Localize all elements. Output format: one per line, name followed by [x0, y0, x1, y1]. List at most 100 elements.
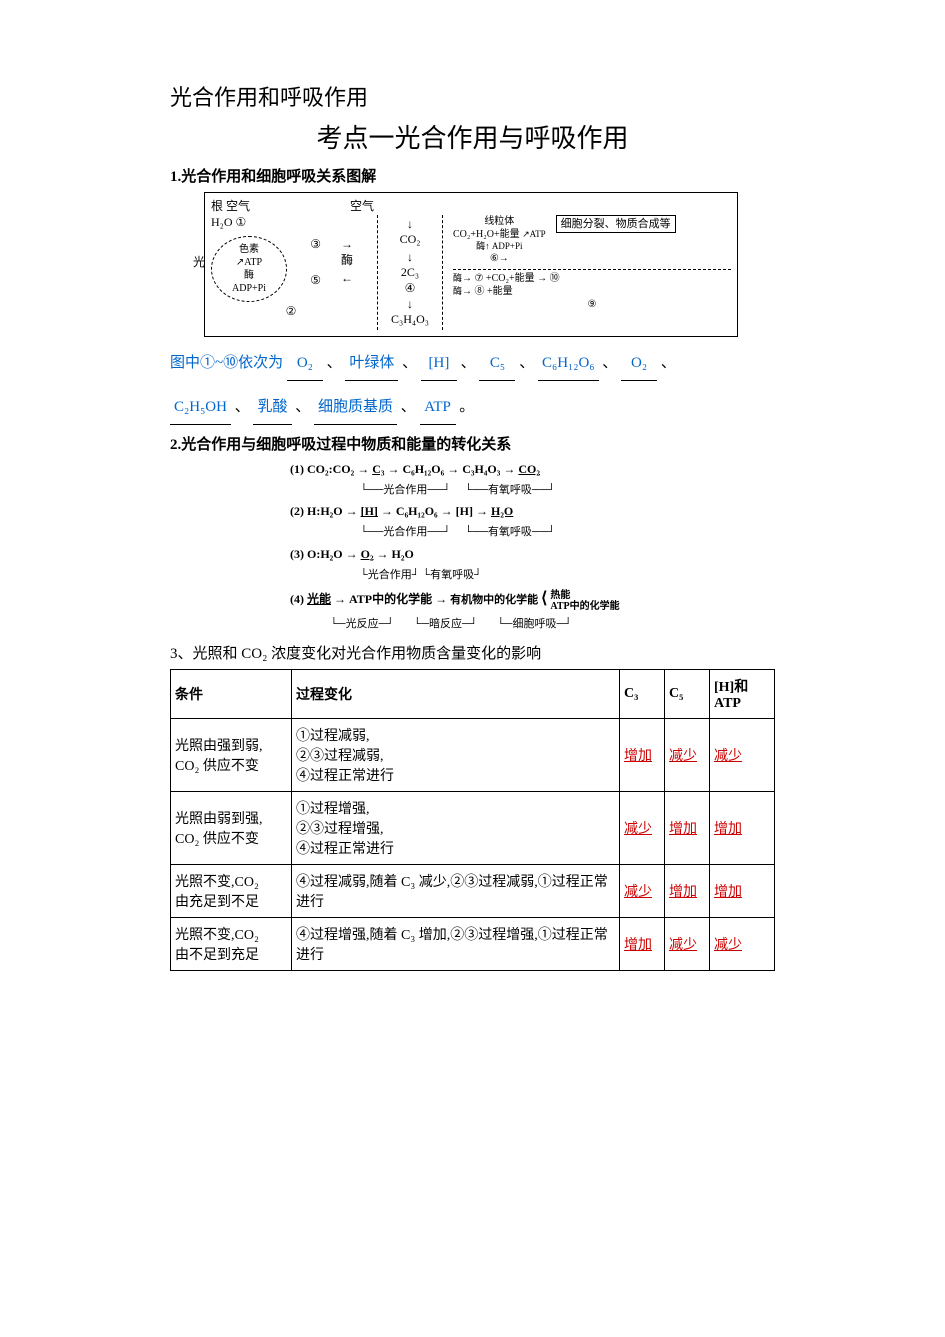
th-cond: 条件: [171, 670, 292, 719]
th-c5: C₅: [665, 670, 710, 719]
d1-pigment: 色素: [214, 243, 284, 256]
th-proc: 过程变化: [292, 670, 620, 719]
d1-adp2: ADP+Pi: [492, 241, 523, 251]
d2-r1-label: (1) CO₂:CO₂: [290, 462, 354, 476]
cell-cond: 光照由强到弱, CO₂ 供应不变: [171, 719, 292, 792]
d2-r1d: CO₂: [518, 462, 540, 476]
d2-r3-left: 光合作用: [368, 569, 412, 581]
cell-proc: ④过程增强,随着 C₃ 增加,②③过程增强,①过程正常进行: [292, 918, 620, 971]
section2-heading: 2.光合作用与细胞呼吸过程中物质和能量的转化关系: [170, 433, 775, 454]
d2-r2-label: (2) H:H₂O: [290, 504, 343, 518]
cell-h: 减少: [714, 938, 742, 953]
cell-c3: 减少: [624, 885, 652, 900]
d1-light: 光: [193, 255, 205, 271]
diagram1-box: 根 空气 空气 H₂O ① 色素 ↗ATP 酶 ADP+Pi 光 ③ → 酶 ⑤…: [204, 192, 738, 337]
d2-r4b: ATP中的化学能: [349, 592, 432, 606]
d2-r4l1: 光反应: [346, 618, 379, 630]
ans-3: [H]: [421, 347, 457, 381]
d2-r3-label: (3) O:H₂O: [290, 547, 343, 561]
d2-r2c: [H]: [456, 504, 473, 518]
ans-10: ATP: [420, 391, 456, 425]
d2-r2b: C₆H₁₂O₆: [396, 504, 438, 518]
d2-r4l3: 细胞呼吸: [512, 618, 556, 630]
d1-c2: ②: [211, 304, 371, 320]
table-row: 光照不变,CO₂ 由充足到不足 ④过程减弱,随着 C₃ 减少,②③过程减弱,①过…: [171, 865, 775, 918]
cell-proc: ①过程增强, ②③过程增强, ④过程正常进行: [292, 792, 620, 865]
d2-r2-right: 有氧呼吸: [488, 526, 532, 538]
d2-r4-label: (4): [290, 592, 304, 606]
ans-9: 细胞质基质: [314, 391, 397, 425]
ans-1: O₂: [287, 347, 323, 381]
d1-energy: +能量: [487, 286, 513, 297]
table-row: 光照由强到弱, CO₂ 供应不变 ①过程减弱, ②③过程减弱, ④过程正常进行 …: [171, 719, 775, 792]
ans-5: C₆H₁₂O₆: [538, 347, 599, 381]
d2-r1a: C₃: [372, 462, 384, 476]
cell-c5: 减少: [669, 749, 697, 764]
d2-r2-left: 光合作用: [383, 526, 427, 538]
d1-co2h2o: CO₂+H₂O+能量: [453, 229, 520, 240]
d2-r4d2: ATP中的化学能: [550, 601, 619, 612]
d2-r3-right: 有氧呼吸: [430, 569, 474, 581]
effects-table: 条件 过程变化 C₃ C₅ [H]和ATP 光照由强到弱, CO₂ 供应不变 ①…: [170, 669, 775, 971]
th-h: [H]和ATP: [710, 670, 775, 719]
d1-co2: CO₂: [380, 232, 440, 248]
d1-adp: ADP+Pi: [214, 282, 284, 295]
cell-h: 增加: [714, 822, 742, 837]
cell-c5: 增加: [669, 885, 697, 900]
d1-top-mid: 空气: [350, 199, 374, 215]
d2-r4d1: 热能: [550, 590, 570, 601]
answers-block-2: C₂H₅OH 、 乳酸 、 细胞质基质 、 ATP 。: [170, 391, 775, 425]
ans-7: C₂H₅OH: [170, 391, 231, 425]
d2-r3b: H₂O: [392, 547, 414, 561]
cell-cond: 光照由弱到强, CO₂ 供应不变: [171, 792, 292, 865]
d1-c3h4o3: C₃H₄O₃: [380, 312, 440, 328]
d1-co2e: +CO₂+能量: [486, 273, 535, 284]
d1-c3: ③: [310, 237, 321, 253]
cell-cond: 光照不变,CO₂ 由充足到不足: [171, 865, 292, 918]
d2-r2d: H₂O: [491, 504, 513, 518]
d1-atp: ATP: [244, 257, 262, 268]
d1-mito: 线粒体: [453, 215, 546, 228]
subtitle: 考点一光合作用与呼吸作用: [170, 118, 775, 155]
main-title: 光合作用和呼吸作用: [170, 80, 775, 112]
cell-c3: 增加: [624, 938, 652, 953]
d1-c10: ⑩: [550, 273, 560, 284]
d1-h2o: H₂O: [211, 215, 233, 229]
table-row: 光照由弱到强, CO₂ 供应不变 ①过程增强, ②③过程增强, ④过程正常进行 …: [171, 792, 775, 865]
d1-c5: ⑤: [310, 273, 321, 289]
ans-4: C₅: [479, 347, 515, 381]
cell-c5: 减少: [669, 938, 697, 953]
diagram2: (1) CO₂:CO₂ → C₃ → C₆H₁₂O₆ → C₃H₄O₃ → CO…: [290, 460, 775, 632]
d1-c9: ⑨: [453, 298, 731, 311]
d1-c8: ⑧: [475, 286, 485, 297]
d2-r3a: O₂: [361, 547, 374, 561]
answers-intro: 图中①~⑩依次为: [170, 355, 283, 371]
d2-r1c: C₃H₄O₃: [462, 462, 500, 476]
answers-block: 图中①~⑩依次为 O₂ 、 叶绿体 、 [H] 、 C₅ 、 C₆H₁₂O₆ 、…: [170, 347, 775, 381]
d2-r4c: 有机物中的化学能: [450, 594, 538, 606]
cell-cond: 光照不变,CO₂ 由不足到充足: [171, 918, 292, 971]
d1-c4: ④: [380, 281, 440, 297]
d2-r4l2: 暗反应: [429, 618, 462, 630]
d2-r1-right: 有氧呼吸: [488, 484, 532, 496]
d2-r1-left: 光合作用: [383, 484, 427, 496]
cell-h: 增加: [714, 885, 742, 900]
d1-c7: ⑦: [475, 273, 484, 284]
d1-enz2: 酶: [341, 253, 353, 269]
d1-c1: ①: [236, 215, 247, 229]
table-header-row: 条件 过程变化 C₃ C₅ [H]和ATP: [171, 670, 775, 719]
ans-6: O₂: [621, 347, 657, 381]
cell-c5: 增加: [669, 822, 697, 837]
cell-c3: 增加: [624, 749, 652, 764]
ans-8: 乳酸: [253, 391, 291, 425]
d2-r1b: C₆H₁₂O₆: [402, 462, 444, 476]
cell-proc: ④过程减弱,随着 C₃ 减少,②③过程减弱,①过程正常进行: [292, 865, 620, 918]
d1-top-left: 根 空气: [211, 199, 250, 215]
d1-2c3: 2C₃: [380, 265, 440, 281]
d1-enz3: 酶: [476, 241, 485, 251]
table-row: 光照不变,CO₂ 由不足到充足 ④过程增强,随着 C₃ 增加,②③过程增强,①过…: [171, 918, 775, 971]
d1-c6l: ⑥: [490, 253, 499, 264]
d1-enzyme: 酶: [214, 269, 284, 282]
d2-r2a: [H]: [361, 504, 378, 518]
section3-heading: 3、光照和 CO₂ 浓度变化对光合作用物质含量变化的影响: [170, 642, 775, 663]
